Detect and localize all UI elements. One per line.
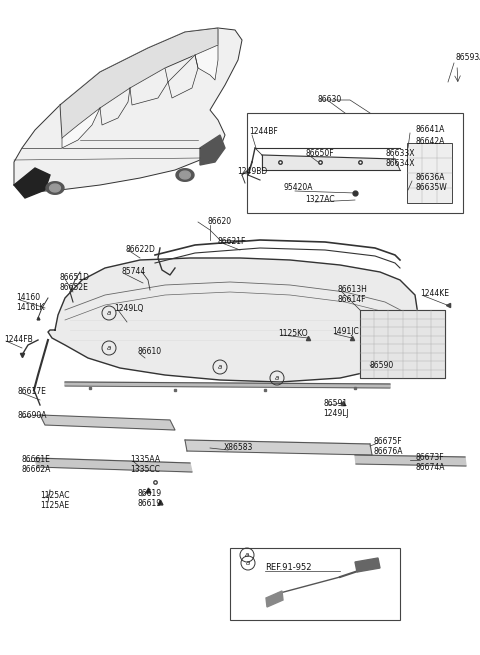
- Text: 86635W: 86635W: [415, 183, 447, 193]
- Text: 86621F: 86621F: [218, 236, 246, 246]
- Text: a: a: [275, 375, 279, 381]
- Text: 1125AC: 1125AC: [40, 491, 70, 500]
- Text: 86633X: 86633X: [385, 149, 415, 157]
- Text: 1327AC: 1327AC: [305, 195, 335, 204]
- Polygon shape: [200, 135, 225, 165]
- Text: 1249LJ: 1249LJ: [323, 409, 349, 417]
- Text: 86661E: 86661E: [22, 455, 51, 464]
- Polygon shape: [48, 258, 418, 382]
- Text: 1244KE: 1244KE: [420, 290, 449, 299]
- Polygon shape: [360, 310, 445, 378]
- Text: 86636A: 86636A: [415, 174, 444, 183]
- Text: 1244FB: 1244FB: [4, 335, 33, 343]
- Polygon shape: [262, 155, 400, 170]
- Text: 86610: 86610: [137, 348, 161, 356]
- Text: a: a: [246, 560, 250, 566]
- Text: 86650F: 86650F: [306, 149, 335, 157]
- Text: 86641A: 86641A: [415, 126, 444, 134]
- Bar: [407, 143, 452, 203]
- Text: 86590: 86590: [370, 360, 394, 369]
- Polygon shape: [49, 184, 60, 192]
- Polygon shape: [60, 28, 218, 138]
- Polygon shape: [185, 440, 372, 455]
- Text: 1491JC: 1491JC: [332, 328, 359, 337]
- Polygon shape: [130, 68, 168, 105]
- Text: 1249LQ: 1249LQ: [114, 303, 144, 312]
- Text: 1416LK: 1416LK: [16, 303, 45, 312]
- Polygon shape: [35, 458, 192, 472]
- Text: 14160: 14160: [16, 293, 40, 303]
- Polygon shape: [355, 558, 380, 572]
- Polygon shape: [100, 88, 130, 125]
- Text: a: a: [218, 364, 222, 370]
- Polygon shape: [14, 168, 50, 198]
- Text: 86652E: 86652E: [60, 282, 89, 291]
- Polygon shape: [180, 171, 191, 179]
- Polygon shape: [40, 415, 175, 430]
- Polygon shape: [355, 455, 466, 466]
- Text: 1249BD: 1249BD: [237, 166, 267, 176]
- Text: 86614F: 86614F: [338, 295, 367, 303]
- Text: 86634X: 86634X: [385, 159, 415, 168]
- Polygon shape: [266, 591, 283, 607]
- Text: 86622D: 86622D: [125, 244, 155, 253]
- Polygon shape: [62, 108, 100, 148]
- Text: 86673F: 86673F: [416, 453, 444, 462]
- Text: 86619: 86619: [138, 500, 162, 508]
- Text: 86662A: 86662A: [22, 464, 51, 474]
- Text: 86593A: 86593A: [455, 54, 480, 62]
- Text: 85744: 85744: [121, 267, 145, 276]
- Polygon shape: [176, 169, 194, 181]
- Text: 86674A: 86674A: [416, 464, 445, 472]
- Text: 1335AA: 1335AA: [130, 455, 160, 464]
- Text: 1125KO: 1125KO: [278, 329, 308, 337]
- Text: 86675F: 86675F: [374, 436, 403, 445]
- Text: 1335CC: 1335CC: [130, 466, 160, 474]
- Text: 86630: 86630: [318, 96, 342, 105]
- Text: a: a: [107, 345, 111, 351]
- Text: 1125AE: 1125AE: [40, 502, 69, 510]
- Text: X86583: X86583: [224, 443, 253, 453]
- Bar: [247, 113, 463, 213]
- Polygon shape: [46, 181, 64, 195]
- Text: 1244BF: 1244BF: [249, 126, 278, 136]
- Text: 86620: 86620: [207, 217, 231, 227]
- Text: 86619: 86619: [138, 489, 162, 498]
- Polygon shape: [14, 28, 242, 192]
- Text: a: a: [107, 310, 111, 316]
- Polygon shape: [65, 382, 390, 388]
- Polygon shape: [168, 55, 198, 98]
- Text: 86591: 86591: [323, 398, 347, 407]
- Text: 86617E: 86617E: [18, 386, 47, 396]
- Text: 95420A: 95420A: [283, 183, 312, 193]
- Text: 86651D: 86651D: [60, 272, 90, 282]
- Text: 86613H: 86613H: [338, 284, 368, 293]
- Polygon shape: [195, 45, 218, 80]
- Text: 86642A: 86642A: [415, 136, 444, 145]
- Text: REF.91-952: REF.91-952: [265, 563, 312, 572]
- Text: 86690A: 86690A: [18, 411, 48, 419]
- Text: a: a: [245, 552, 249, 558]
- Text: 86676A: 86676A: [374, 447, 404, 455]
- Bar: [230, 548, 400, 620]
